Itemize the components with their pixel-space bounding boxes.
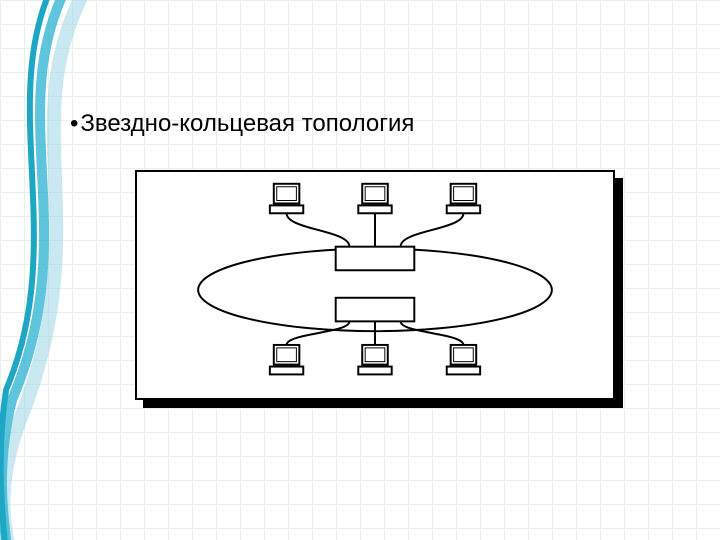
- topology-diagram: [137, 172, 613, 398]
- slide-title: •Звездно-кольцевая топология: [70, 110, 414, 139]
- cable: [287, 213, 350, 246]
- computer-top-1: [270, 184, 303, 213]
- computer-bottom-2: [358, 345, 391, 374]
- slide: •Звездно-кольцевая топология: [0, 0, 720, 540]
- hub-top: [336, 247, 415, 271]
- cable: [401, 213, 464, 246]
- computer-bottom-1: [270, 345, 303, 374]
- diagram-container: [135, 170, 623, 408]
- cable: [401, 321, 464, 345]
- cables: [287, 213, 464, 345]
- bullet-icon: •: [70, 110, 78, 137]
- diagram-box: [135, 170, 615, 400]
- title-text: Звездно-кольцевая топология: [80, 110, 414, 137]
- hub-bottom: [336, 298, 415, 322]
- cable: [287, 321, 350, 345]
- computer-bottom-3: [447, 345, 480, 374]
- computer-top-2: [358, 184, 391, 213]
- computer-top-3: [447, 184, 480, 213]
